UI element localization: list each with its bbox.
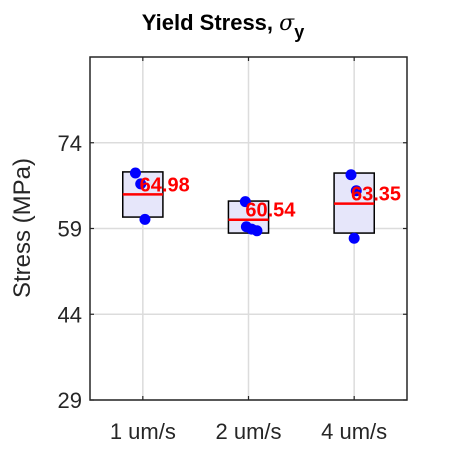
data-point [350, 185, 362, 197]
chart-title: Yield Stress, σy [142, 10, 304, 42]
data-point [345, 169, 357, 181]
chart-title-subscript: y [294, 22, 304, 42]
x-tick-label: 2 um/s [215, 419, 281, 444]
x-tick-label: 4 um/s [321, 419, 387, 444]
data-points [129, 167, 362, 244]
axis-ticks: 29 44 59 74 1 um/s 2 um/s 4 um/s [58, 57, 407, 444]
y-tick-label: 44 [58, 302, 82, 327]
mean-labels: 64.98 60.54 63.35 [140, 174, 401, 221]
mean-value-label: 63.35 [351, 184, 401, 206]
data-point [139, 213, 151, 225]
y-tick-label: 59 [58, 217, 82, 242]
mean-value-label: 60.54 [245, 200, 296, 222]
chart-title-text: Yield Stress, [142, 10, 279, 35]
chart-title-symbol: σ [279, 11, 295, 36]
y-tick-label: 29 [58, 388, 82, 413]
x-tick-label: 1 um/s [110, 419, 176, 444]
data-point [135, 178, 147, 190]
y-axis-label: Stress (MPa) [9, 158, 36, 298]
data-point [348, 232, 360, 244]
data-point [251, 225, 263, 237]
y-tick-label: 74 [58, 131, 82, 156]
data-point [239, 196, 251, 208]
data-point [129, 167, 141, 179]
mean-value-label: 64.98 [140, 174, 190, 196]
